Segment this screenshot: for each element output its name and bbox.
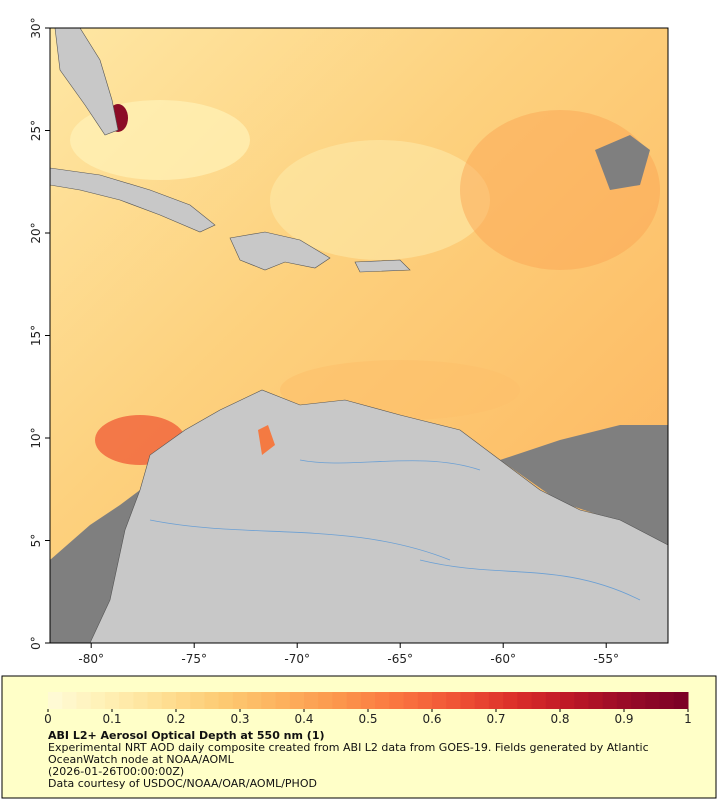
colorbar-cell: [545, 692, 561, 709]
y-tick-label: 15°: [29, 325, 43, 346]
colorbar-cell: [318, 692, 333, 709]
colorbar-tick-label: 0.3: [230, 712, 249, 726]
caption-credit: Data courtesy of USDOC/NOAA/OAR/AOML/PHO…: [48, 777, 317, 790]
colorbar-tick-label: 0.1: [102, 712, 121, 726]
x-tick-label: -70°: [284, 652, 310, 666]
colorbar-cell: [62, 692, 77, 709]
colorbar-cell: [574, 692, 589, 709]
caption: ABI L2+ Aerosol Optical Depth at 550 nm …: [48, 730, 678, 790]
colorbar-cell: [346, 692, 362, 709]
y-tick-label: 0°: [29, 636, 43, 650]
colorbar-cell: [446, 692, 461, 709]
caption-description: Experimental NRT AOD daily composite cre…: [48, 741, 649, 766]
colorbar-cell: [503, 692, 518, 709]
x-tick-label: -60°: [490, 652, 516, 666]
y-tick-label: 30°: [29, 17, 43, 38]
colorbar-tick-label: 0.9: [614, 712, 633, 726]
colorbar-tick-label: 0.4: [294, 712, 313, 726]
colorbar-cell: [147, 692, 163, 709]
x-tick-label: -80°: [78, 652, 104, 666]
colorbar-cell: [417, 692, 433, 709]
colorbar-cell: [673, 692, 689, 709]
caption-title: ABI L2+ Aerosol Optical Depth at 550 nm …: [48, 729, 325, 742]
land: [50, 167, 216, 233]
colorbar-cell: [403, 692, 419, 709]
colorbar-cell: [48, 692, 63, 709]
colorbar-cell: [659, 692, 675, 709]
land: [354, 259, 411, 273]
land: [54, 28, 119, 136]
colorbar-cell: [488, 692, 504, 709]
x-tick-label: -65°: [387, 652, 413, 666]
no-data: [500, 425, 668, 545]
colorbar-cell: [232, 692, 248, 709]
colorbar-cell: [375, 692, 390, 709]
colorbar-tick-label: 0.6: [422, 712, 441, 726]
colorbar-cell: [460, 692, 476, 709]
colorbar-tick-label: 0.2: [166, 712, 185, 726]
colorbar-cell: [560, 692, 575, 709]
x-tick-label: -75°: [181, 652, 207, 666]
x-tick-label: -55°: [593, 652, 619, 666]
colorbar-cell: [133, 692, 149, 709]
colorbar: 0 0.1 0.2 0.3 0.4 0.5 0.6 0.7 0.8 0.9 1: [44, 692, 692, 726]
y-tick-label: 10°: [29, 427, 43, 448]
colorbar-cell: [531, 692, 547, 709]
colorbar-cell: [204, 692, 220, 709]
caption-timestamp: (2026-01-26T00:00:00Z): [48, 765, 185, 778]
colorbar-cell: [517, 692, 533, 709]
lake: [258, 425, 275, 455]
land: [89, 389, 668, 643]
colorbar-cell: [190, 692, 205, 709]
colorbar-cell: [304, 692, 319, 709]
colorbar-cell: [104, 692, 120, 709]
colorbar-cell: [161, 692, 177, 709]
colorbar-tick-label: 0: [44, 712, 52, 726]
colorbar-cell: [119, 692, 134, 709]
colorbar-cell: [474, 692, 490, 709]
colorbar-cell: [76, 692, 92, 709]
colorbar-cell: [176, 692, 191, 709]
aod-patch: [270, 140, 490, 260]
colorbar-cell: [360, 692, 376, 709]
colorbar-cell: [602, 692, 618, 709]
colorbar-cell: [289, 692, 305, 709]
y-tick-label: 5°: [29, 534, 43, 548]
map-area: [50, 28, 668, 643]
aod-patch: [460, 110, 660, 270]
colorbar-cell: [616, 692, 632, 709]
colorbar-cell: [645, 692, 661, 709]
colorbar-tick-label: 0.8: [550, 712, 569, 726]
no-data: [595, 135, 650, 190]
land: [229, 231, 331, 271]
colorbar-cell: [332, 692, 348, 709]
colorbar-cell: [218, 692, 234, 709]
colorbar-cell: [588, 692, 604, 709]
colorbar-cell: [247, 692, 262, 709]
colorbar-tick-label: 0.7: [486, 712, 505, 726]
y-tick-label: 25°: [29, 120, 43, 141]
colorbar-cell: [432, 692, 447, 709]
colorbar-cell: [90, 692, 106, 709]
colorbar-cell: [389, 692, 405, 709]
colorbar-cell: [261, 692, 277, 709]
river: [149, 459, 641, 601]
colorbar-cell: [275, 692, 291, 709]
colorbar-tick-label: 1: [684, 712, 692, 726]
colorbar-cell: [631, 692, 646, 709]
y-tick-label: 20°: [29, 222, 43, 243]
axes: -80° -75° -70° -65° -60° -55° 0° 5° 10° 15° 20° 25°…: [29, 17, 619, 666]
colorbar-tick-label: 0.5: [358, 712, 377, 726]
